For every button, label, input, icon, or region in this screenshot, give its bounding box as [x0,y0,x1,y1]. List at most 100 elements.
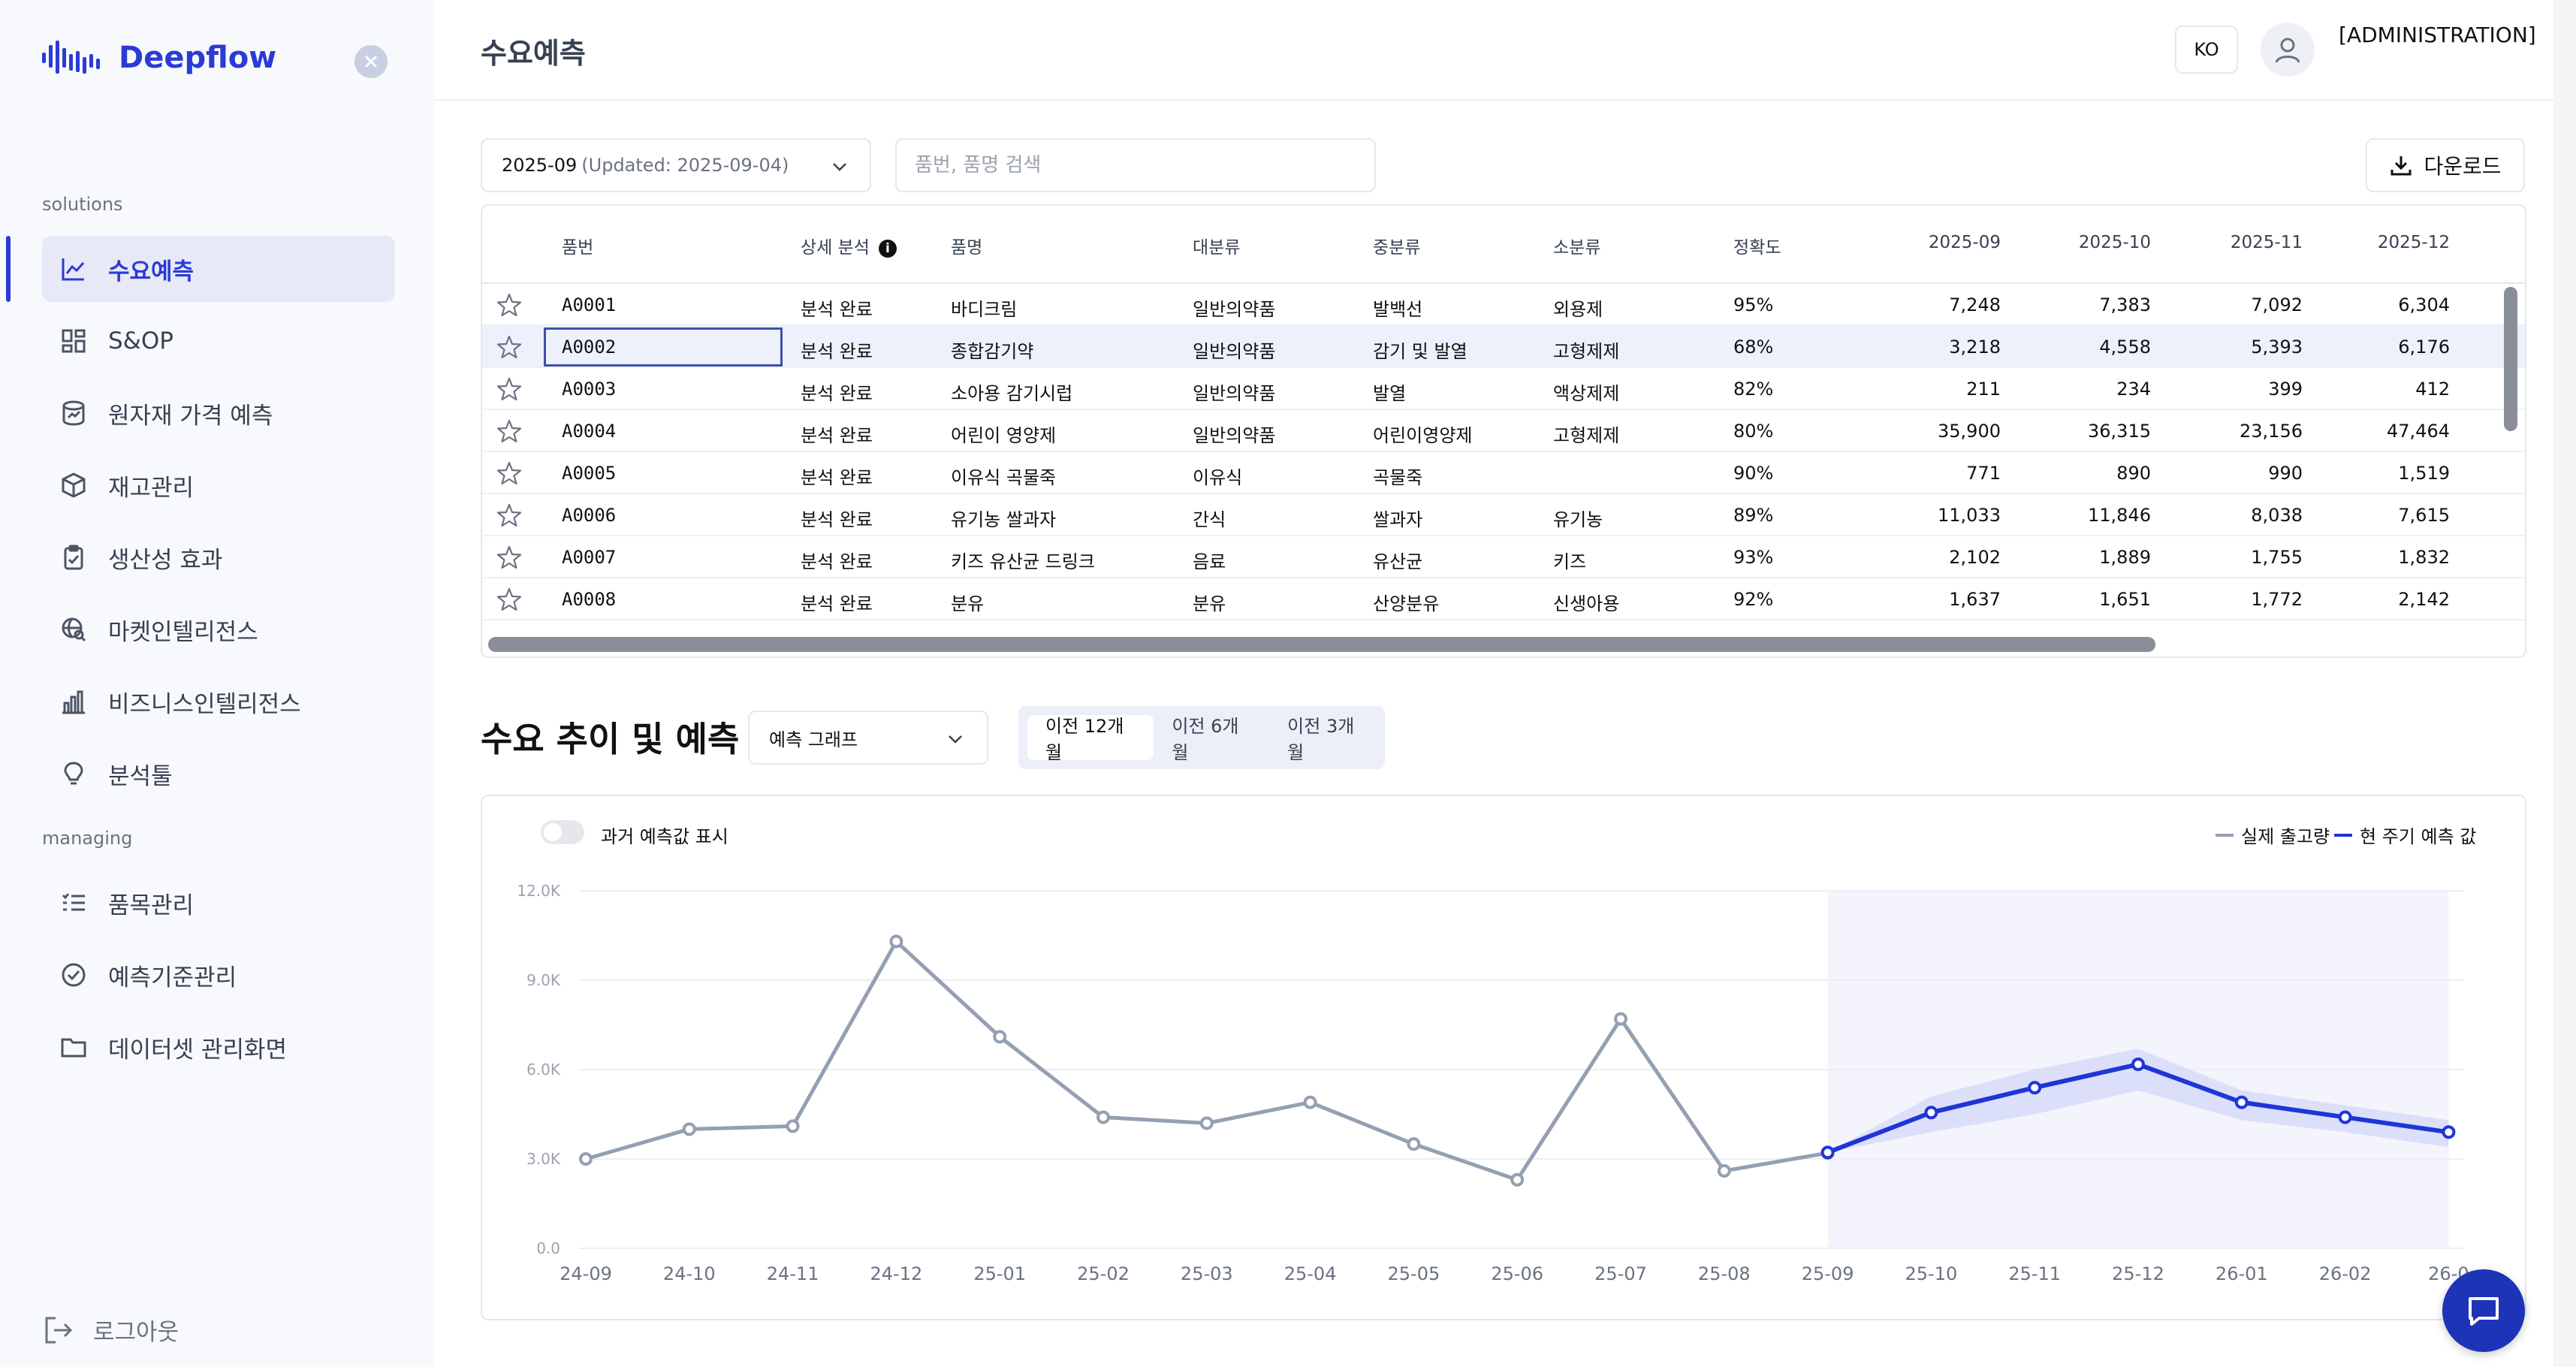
table-row[interactable]: A0001 분석 완료 바디크림 일반의약품 발백선 외용제 95% 7,248 7,383 7,… [482,284,2525,326]
table-cell: 발백선 [1373,299,1423,320]
period-tab-6m[interactable]: 이전 6개월 [1172,716,1239,763]
legend-item-actual[interactable]: 실제 출고량 [2216,822,2330,848]
sidebar-item-business-intelligence[interactable]: 비즈니스인텔리전스 [42,668,395,735]
vertical-scrollbar[interactable] [2504,287,2517,431]
avatar[interactable] [2261,23,2315,77]
sidebar-item-dataset-management[interactable]: 데이터셋 관리화면 [42,1014,395,1080]
actual-data-point[interactable] [786,1119,800,1133]
actual-data-point[interactable] [1510,1172,1525,1187]
box-icon [59,470,89,500]
x-tick-label: 25-01 [973,1263,1026,1284]
star-icon[interactable] [496,291,523,318]
forecast-data-point[interactable] [2234,1095,2249,1109]
sidebar-item-market-intelligence[interactable]: 마켓인텔리전스 [42,596,395,662]
download-button[interactable]: 다운로드 [2366,138,2525,192]
check-circle-icon [59,960,89,990]
past-forecast-toggle[interactable] [541,820,584,844]
col-header[interactable]: 품번 [562,238,594,258]
actual-data-point[interactable] [1407,1137,1421,1151]
table-row[interactable]: A0005 분석 완료 이유식 곡물죽 이유식 곡물죽 90% 771 890 990 1,519 [482,452,2525,494]
sidebar-item-analysis-tools[interactable]: 분석툴 [42,741,395,807]
actual-data-point[interactable] [1096,1110,1110,1124]
legend-item-forecast[interactable]: 현 주기 예측 값 [2334,822,2476,848]
username[interactable]: [ADMINISTRATION] [2339,23,2536,47]
table-row[interactable]: A0008 분석 완료 분유 분유 산양분유 신생아용 92% 1,637 1,651 1,772… [482,578,2525,620]
actual-data-point[interactable] [1717,1163,1731,1178]
col-header[interactable]: 2025-11 [2230,233,2303,252]
info-icon[interactable]: i [878,239,897,258]
period-tab-3m[interactable]: 이전 3개월 [1287,716,1355,763]
horizontal-scrollbar[interactable] [488,637,2155,652]
star-icon[interactable] [496,460,523,487]
table-row[interactable]: A0003 분석 완료 소아용 감기시럽 일반의약품 발열 액상제제 82% 211 234 39… [482,368,2525,410]
sidebar-item-item-management[interactable]: 품목관리 [42,870,395,936]
sidebar: Deepflow solutions 수요예측 S&OP 원자재 가격 예측 재… [0,0,434,1367]
table-cell: 바디크림 [951,299,1018,320]
actual-data-point[interactable] [1303,1095,1317,1109]
col-header[interactable]: 2025-09 [1928,233,2001,252]
top-header: 수요예측 KO [ADMINISTRATION] [434,0,2576,101]
col-header[interactable]: 중분류 [1373,238,1421,258]
sidebar-close-button[interactable] [354,45,388,78]
actual-data-point[interactable] [682,1122,696,1136]
language-button[interactable]: KO [2175,26,2238,74]
focused-cell[interactable] [544,327,783,367]
brand[interactable]: Deepflow [42,39,276,77]
col-header[interactable]: 2025-10 [2078,233,2151,252]
month-select[interactable]: 2025-09 (Updated: 2025-09-04) [481,138,871,192]
sidebar-item-label: 생산성 효과 [108,546,223,574]
table-row[interactable]: A0006 분석 완료 유기농 쌀과자 간식 쌀과자 유기농 89% 11,033 11,846… [482,494,2525,536]
graph-type-select[interactable]: 예측 그래프 [748,711,988,765]
sidebar-item-raw-material[interactable]: 원자재 가격 예측 [42,380,395,446]
page-scrollbar[interactable] [2553,0,2576,1367]
table-cell: 90% [1733,463,1774,484]
col-header[interactable]: 소분류 [1553,238,1601,258]
col-header[interactable]: 정확도 [1733,238,1781,258]
col-header[interactable]: 상세 분석 i [801,233,897,258]
sidebar-item-demand-forecast[interactable]: 수요예측 [42,236,395,302]
star-icon[interactable] [496,333,523,361]
forecast-data-point[interactable] [2338,1110,2352,1124]
forecast-data-point[interactable] [2028,1081,2042,1095]
star-icon[interactable] [496,418,523,445]
sidebar-item-inventory[interactable]: 재고관리 [42,452,395,518]
logout-button[interactable]: 로그아웃 [42,1313,179,1347]
star-icon[interactable] [496,586,523,613]
table-row[interactable]: A0007 분석 완료 키즈 유산균 드링크 음료 유산균 키즈 93% 2,102 1,889… [482,536,2525,578]
table-cell: A0008 [562,589,617,610]
table-cell: 6,176 [2398,336,2450,358]
table-row[interactable]: A0004 분석 완료 어린이 영양제 일반의약품 어린이영양제 고형제제 80% 35,90… [482,410,2525,452]
star-icon[interactable] [496,544,523,571]
clipboard-check-icon [59,542,89,572]
table-cell: 92% [1733,589,1774,610]
actual-data-point[interactable] [1614,1012,1627,1026]
col-header[interactable]: 대분류 [1193,238,1241,258]
col-header[interactable]: 품명 [951,238,983,258]
forecast-data-point[interactable] [2131,1058,2145,1072]
user-icon [2275,38,2300,63]
brand-name: Deepflow [119,41,277,75]
forecast-data-point[interactable] [1924,1106,1938,1120]
y-tick-label: 6.0K [526,1061,561,1079]
actual-data-point[interactable] [993,1030,1007,1044]
table-cell: A0003 [562,379,617,400]
sidebar-item-productivity[interactable]: 생산성 효과 [42,524,395,590]
star-icon[interactable] [496,502,523,529]
sidebar-item-sop[interactable]: S&OP [42,308,395,374]
period-tab-12m[interactable]: 이전 12개월 [1027,715,1154,763]
actual-data-point[interactable] [579,1152,593,1166]
search-input[interactable] [895,138,1376,192]
table-cell: 4,558 [2099,336,2151,358]
col-header[interactable]: 2025-12 [2377,233,2450,252]
forecast-data-point[interactable] [2442,1125,2456,1139]
actual-data-point[interactable] [1199,1116,1214,1130]
table-cell: 89% [1733,505,1774,526]
sidebar-item-forecast-criteria[interactable]: 예측기준관리 [42,942,395,1008]
table-row[interactable]: A0002 분석 완료 종합감기약 일반의약품 감기 및 발열 고형제제 68% 3,218 4… [482,326,2525,368]
table-cell: 소아용 감기시럽 [951,383,1073,404]
actual-data-point[interactable] [889,934,903,949]
chevron-down-icon [949,735,962,744]
forecast-data-point[interactable] [1820,1145,1835,1160]
star-icon[interactable] [496,376,523,403]
chat-button[interactable] [2442,1269,2525,1352]
